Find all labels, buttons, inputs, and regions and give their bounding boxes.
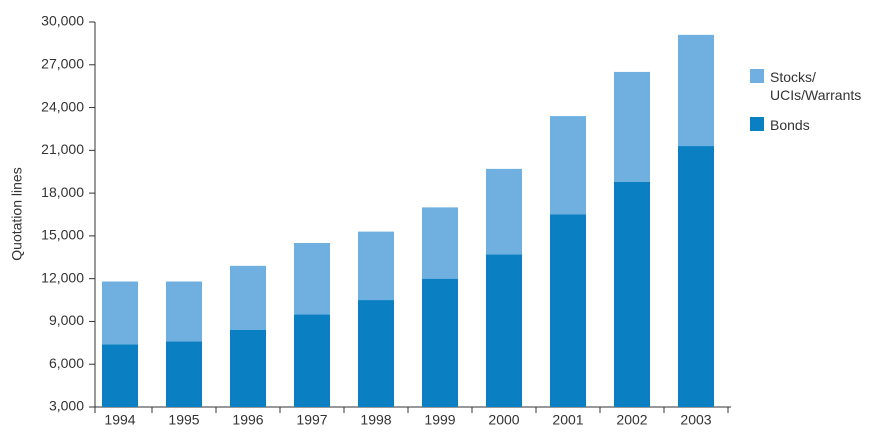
x-tick-label: 1995 [168, 412, 199, 428]
bar-segment [102, 281, 138, 345]
bar-segment [294, 243, 330, 315]
legend-label: Bonds [770, 117, 810, 133]
x-tick-label: 1998 [360, 412, 391, 428]
x-tick-label: 1994 [104, 412, 135, 428]
bar-segment [358, 300, 394, 407]
x-tick-label: 1996 [232, 412, 263, 428]
x-tick-label: 1999 [424, 412, 455, 428]
x-tick-label: 2000 [488, 412, 519, 428]
y-tick-label: 9,000 [49, 312, 84, 328]
bar-segment [550, 214, 586, 407]
bar-segment [486, 168, 522, 255]
y-tick-label: 27,000 [41, 55, 84, 71]
bar-segment [614, 71, 650, 182]
bar-segment [230, 330, 266, 407]
bar-segment [102, 344, 138, 407]
bar-segment [678, 34, 714, 147]
bar-segment [294, 314, 330, 407]
legend-label: Stocks/ UCIs/Warrants [770, 69, 862, 103]
legend-swatch [750, 117, 764, 131]
x-tick-label: 2001 [552, 412, 583, 428]
legend: Stocks/ UCIs/Warrants Bonds [750, 68, 882, 146]
y-tick-label: 3,000 [49, 398, 84, 414]
x-tick-label: 2003 [680, 412, 711, 428]
y-tick-label: 24,000 [41, 98, 84, 114]
y-tick-label: 12,000 [41, 269, 84, 285]
bar-segment [166, 341, 202, 407]
y-tick-label: 30,000 [41, 13, 84, 29]
legend-swatch [750, 69, 764, 83]
bar-segment [358, 231, 394, 301]
bar-segment [422, 207, 458, 279]
y-tick-label: 6,000 [49, 355, 84, 371]
x-tick-label: 1997 [296, 412, 327, 428]
y-tick-label: 21,000 [41, 141, 84, 157]
bar-segment [422, 278, 458, 407]
y-tick-label: 18,000 [41, 184, 84, 200]
x-tick-label: 2002 [616, 412, 647, 428]
y-tick-label: 15,000 [41, 227, 84, 243]
bar-segment [486, 254, 522, 407]
bar-segment [614, 181, 650, 407]
legend-item: Bonds [750, 116, 882, 134]
y-axis-label: Quotation lines [9, 167, 25, 260]
bar-segment [550, 116, 586, 215]
legend-item: Stocks/ UCIs/Warrants [750, 68, 882, 104]
bar-segment [230, 265, 266, 330]
bar-segment [678, 146, 714, 408]
bar-segment [166, 281, 202, 342]
